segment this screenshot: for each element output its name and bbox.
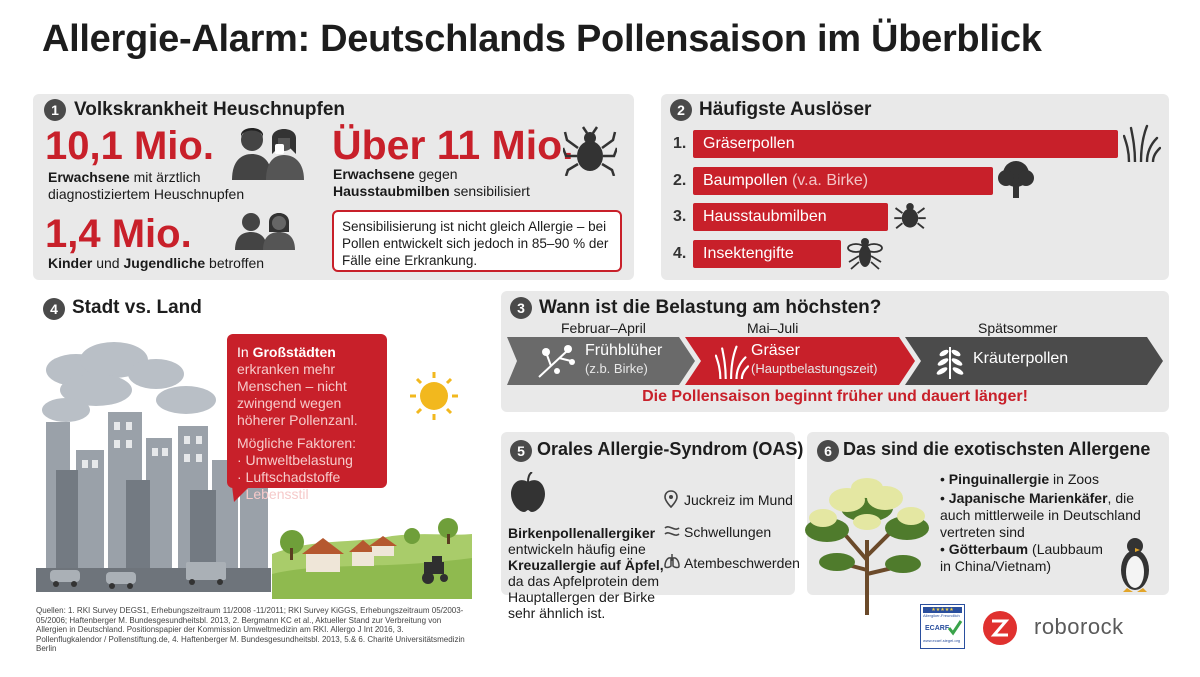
phase-kraeuterpollen: Kräuterpollen	[973, 350, 1069, 367]
ecarf-seal: ★★★★★ Allergiker-Freundlich ECARF www.ec…	[920, 604, 965, 649]
wasp-icon	[847, 238, 883, 270]
herb-icon	[936, 347, 964, 379]
phase-fruehblueher: Frühblüher (z.b. Birke)	[585, 342, 663, 376]
stat-children-value: 1,4 Mio.	[45, 212, 192, 256]
panel-ausloeser: 2 Häufigste Auslöser 1. Gräserpollen 2. …	[661, 94, 1169, 280]
bar-baumpollen: Baumpollen (v.a. Birke)	[693, 167, 993, 195]
section-title: Häufigste Auslöser	[699, 99, 872, 120]
month-label-spring: Februar–April	[561, 320, 646, 336]
stat-adults-value: 10,1 Mio.	[45, 124, 214, 168]
mite-icon	[563, 126, 617, 176]
sources-text: Quellen: 1. RKI Survey DEGS1, Erhebungsz…	[36, 606, 465, 653]
panel-heuschnupfen: 1 Volkskrankheit Heuschnupfen 10,1 Mio. …	[33, 94, 634, 280]
tree-of-heaven-illustration	[805, 478, 929, 615]
section-title: Wann ist die Belastung am höchsten?	[539, 297, 882, 318]
sensitization-note: Sensibilisierung ist nicht gleich Allerg…	[332, 210, 622, 272]
symptom-itching: Juckreiz im Mund	[684, 492, 793, 508]
grass-icon	[1123, 124, 1161, 162]
season-footer: Die Pollensaison beginnt früher und daue…	[642, 388, 1028, 405]
section-title: Das sind die exotischsten Allergene	[843, 439, 1151, 459]
lungs-icon	[664, 554, 680, 569]
panel-exotische-allergene: 6 Das sind die exotischsten Allergene	[805, 432, 1169, 615]
bubble-tail	[232, 486, 250, 502]
stat-mites-text: Erwachsene gegen Hausstaubmilben sensibil…	[333, 166, 530, 199]
mite-icon	[894, 203, 926, 229]
bar-graeserpollen: Gräserpollen	[693, 130, 1118, 158]
allergen-ladybug: • Japanische Marienkäfer, die auch mittl…	[940, 490, 1141, 540]
section-number: 2	[670, 99, 692, 121]
rank-4: 4.	[673, 245, 687, 262]
month-label-summer: Mai–Juli	[747, 320, 799, 336]
bar-hausstaubmilben: Hausstaubmilben	[693, 203, 888, 231]
countryside-illustration	[272, 518, 472, 599]
symptom-breathing: Atembeschwerden	[684, 555, 800, 571]
allergen-penguin: • Pinguinallergie in Zoos	[940, 471, 1099, 487]
rank-2: 2.	[673, 172, 687, 189]
rank-1: 1.	[673, 135, 687, 152]
grass-icon	[715, 345, 749, 379]
pin-icon	[664, 490, 678, 508]
city-info-bubble: In Großstädten erkranken mehr Menschen –…	[227, 334, 387, 502]
section-number: 4	[43, 298, 65, 320]
stat-children-text: Kinder und Jugendliche betroffen	[48, 255, 265, 271]
phase-graeser: Gräser (Hauptbelastungszeit)	[751, 342, 878, 376]
page-title: Allergie-Alarm: Deutschlands Pollensaiso…	[42, 18, 1042, 60]
allergen-tree-of-heaven: • Götterbaum (Laubbaum in China/Vietnam)	[940, 541, 1103, 574]
stat-adults-text: Erwachsene mit ärztlich diagnostiziertem …	[48, 169, 245, 202]
brand-name: roborock	[1034, 614, 1124, 639]
section-title: Stadt vs. Land	[72, 297, 202, 318]
roborock-logo-icon	[983, 611, 1017, 645]
city-illustration	[36, 342, 271, 592]
oas-description: Birkenpollenallergiker entwickeln häufig …	[508, 525, 664, 621]
swelling-icon	[664, 526, 680, 536]
penguin-icon	[1121, 538, 1149, 592]
apple-icon	[511, 472, 545, 512]
blossom-icon	[538, 345, 575, 378]
panel-belastung: 3 Wann ist die Belastung am höchsten? Fe…	[501, 291, 1169, 412]
section-title: Orales Allergie-Syndrom (OAS)	[537, 439, 804, 459]
svg-text:ECARF: ECARF	[925, 625, 950, 632]
section-number: 3	[510, 297, 532, 319]
people-icon	[232, 128, 304, 180]
sun-icon	[410, 372, 458, 420]
tree-icon	[998, 161, 1034, 198]
month-label-late: Spätsommer	[978, 320, 1058, 336]
panel-oas: 5 Orales Allergie-Syndrom (OAS)	[501, 432, 803, 595]
bar-insektengifte: Insektengifte	[693, 240, 841, 268]
symptom-swelling: Schwellungen	[684, 524, 772, 540]
stat-mites-value: Über 11 Mio.	[332, 122, 574, 168]
section-number: 6	[817, 440, 839, 462]
section-title: Volkskrankheit Heuschnupfen	[74, 99, 345, 120]
section-number: 5	[510, 440, 532, 462]
section-number: 1	[44, 99, 66, 121]
rank-3: 3.	[673, 208, 687, 225]
children-icon	[235, 213, 295, 250]
